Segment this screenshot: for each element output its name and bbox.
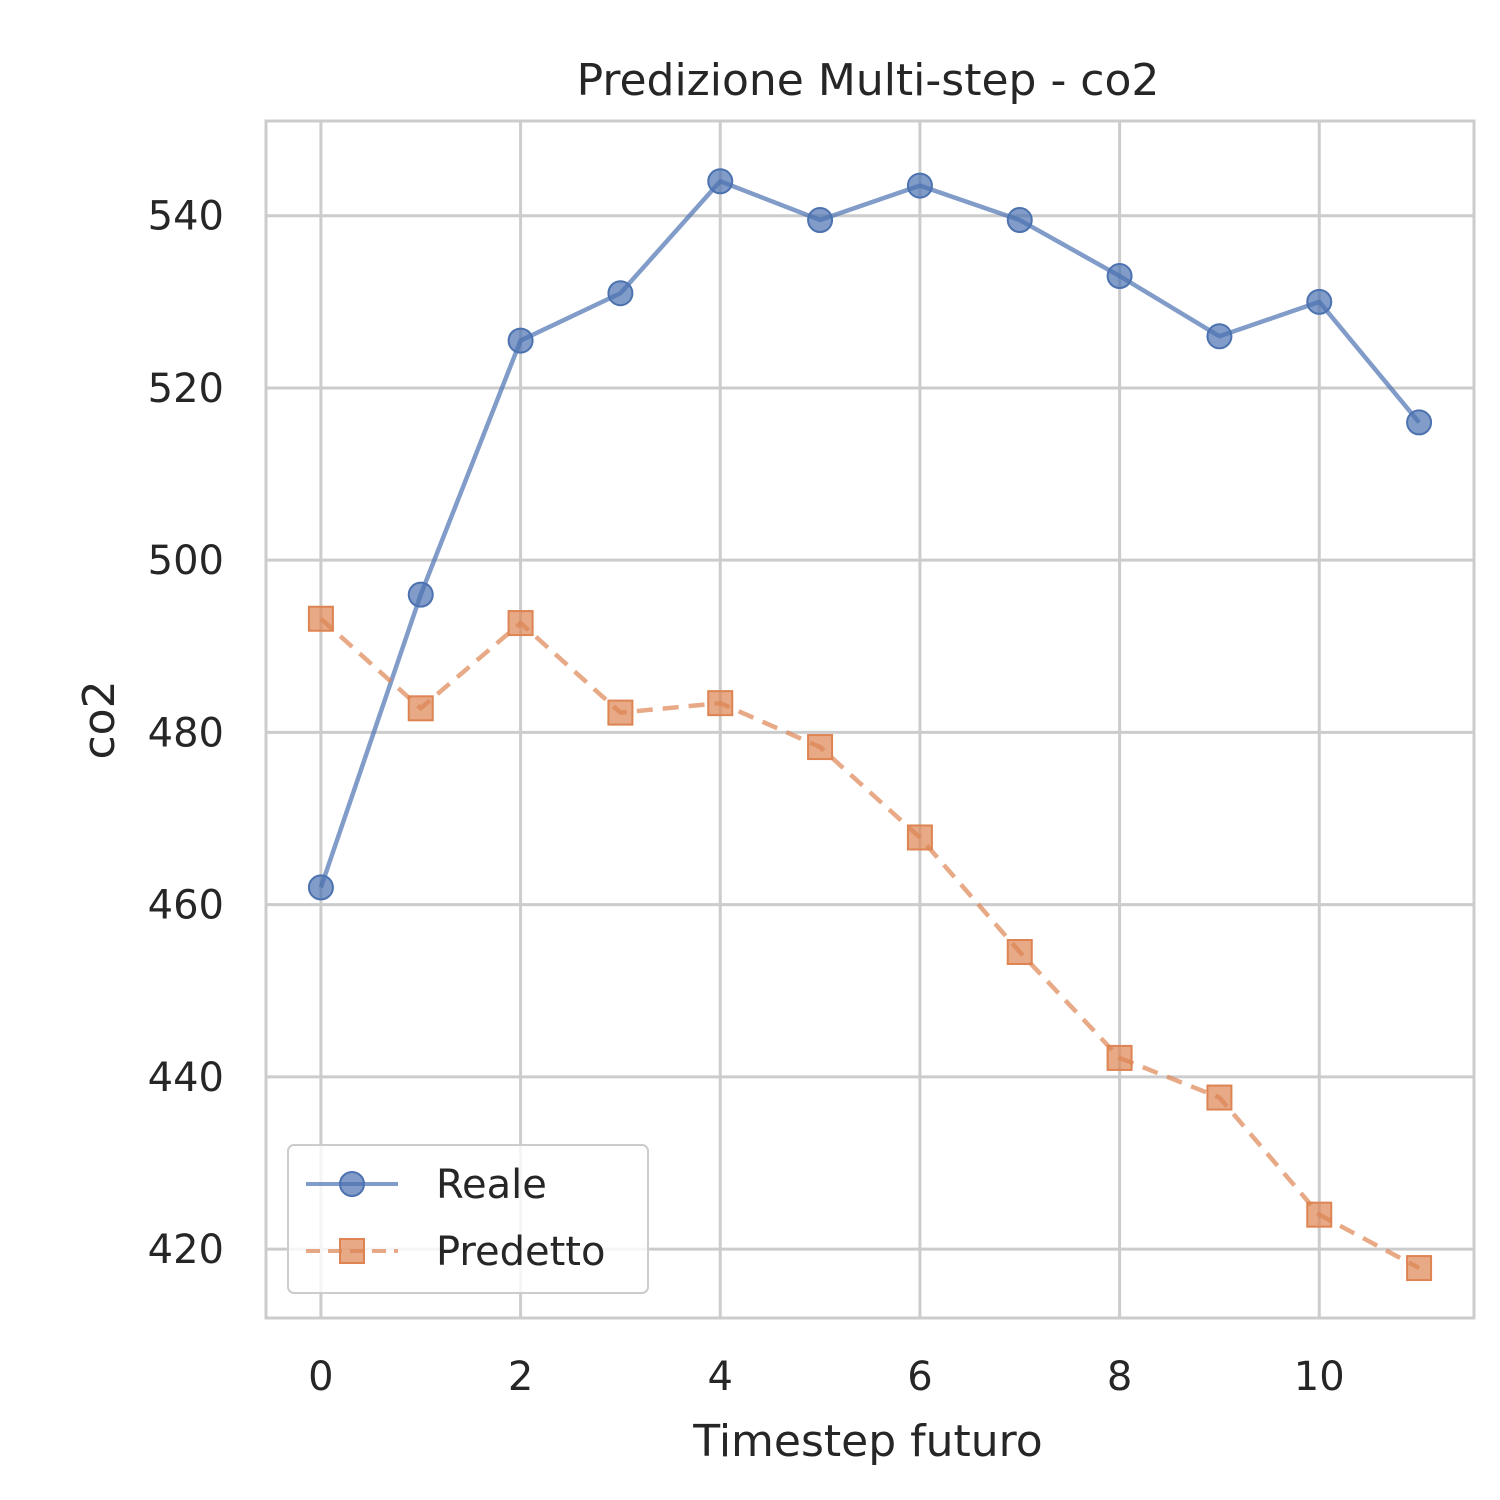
data-point-predetto	[507, 610, 534, 637]
legend-marker-reale	[339, 1171, 365, 1197]
y-tick-label: 460	[148, 883, 224, 929]
y-tick-label: 540	[148, 194, 224, 240]
legend-label-reale: Reale	[436, 1162, 547, 1208]
data-point-reale	[607, 280, 634, 307]
data-point-reale	[507, 327, 534, 354]
data-point-predetto	[607, 699, 634, 726]
x-tick-label: 0	[308, 1354, 333, 1400]
legend-entry-reale: Reale	[306, 1162, 547, 1208]
data-point-predetto	[1306, 1201, 1333, 1228]
data-point-reale	[906, 172, 933, 199]
y-tick-label: 440	[148, 1055, 224, 1101]
chart-title: Predizione Multi-step - co2	[577, 55, 1160, 106]
series-predetto	[307, 605, 1433, 1282]
legend-marker-predetto	[339, 1238, 365, 1264]
data-point-reale	[707, 168, 734, 195]
data-point-predetto	[1006, 939, 1033, 966]
y-tick-label: 500	[148, 538, 224, 584]
series-layer	[307, 168, 1433, 1282]
data-point-reale	[307, 874, 334, 901]
data-point-predetto	[407, 695, 434, 722]
legend-entry-predetto: Predetto	[306, 1229, 605, 1275]
legend: Reale Predetto	[287, 1144, 649, 1294]
y-axis-label: co2	[74, 680, 125, 759]
x-tick-label: 6	[907, 1354, 932, 1400]
x-tick-label: 4	[708, 1354, 733, 1400]
x-tick-label: 10	[1294, 1354, 1345, 1400]
series-line-predetto	[319, 617, 1421, 1271]
data-point-predetto	[906, 824, 933, 851]
data-point-predetto	[807, 734, 834, 761]
data-point-predetto	[307, 605, 334, 632]
data-point-predetto	[707, 690, 734, 717]
y-tick-label: 420	[148, 1227, 224, 1273]
data-point-reale	[1006, 207, 1033, 234]
data-point-predetto	[1206, 1084, 1233, 1111]
series-line-reale	[318, 179, 1421, 889]
data-point-predetto	[1406, 1255, 1433, 1282]
data-point-reale	[807, 207, 834, 234]
tick-labels: 0 2 4 6 8 10 420 440 460 480 500 520 540	[148, 194, 1345, 1400]
series-reale	[307, 168, 1433, 901]
legend-label-predetto: Predetto	[436, 1229, 605, 1275]
data-point-reale	[1306, 288, 1333, 315]
data-point-reale	[1406, 409, 1433, 436]
data-point-reale	[407, 581, 434, 608]
x-tick-label: 2	[508, 1354, 533, 1400]
data-point-predetto	[1106, 1044, 1133, 1071]
grid-lines	[266, 121, 1474, 1318]
x-tick-label: 8	[1107, 1354, 1132, 1400]
data-point-reale	[1206, 323, 1233, 350]
data-point-reale	[1106, 263, 1133, 290]
y-tick-label: 520	[148, 366, 224, 412]
x-axis-label: Timestep futuro	[692, 1416, 1042, 1467]
plot-area-frame	[264, 119, 1476, 1320]
y-tick-label: 480	[148, 710, 224, 756]
